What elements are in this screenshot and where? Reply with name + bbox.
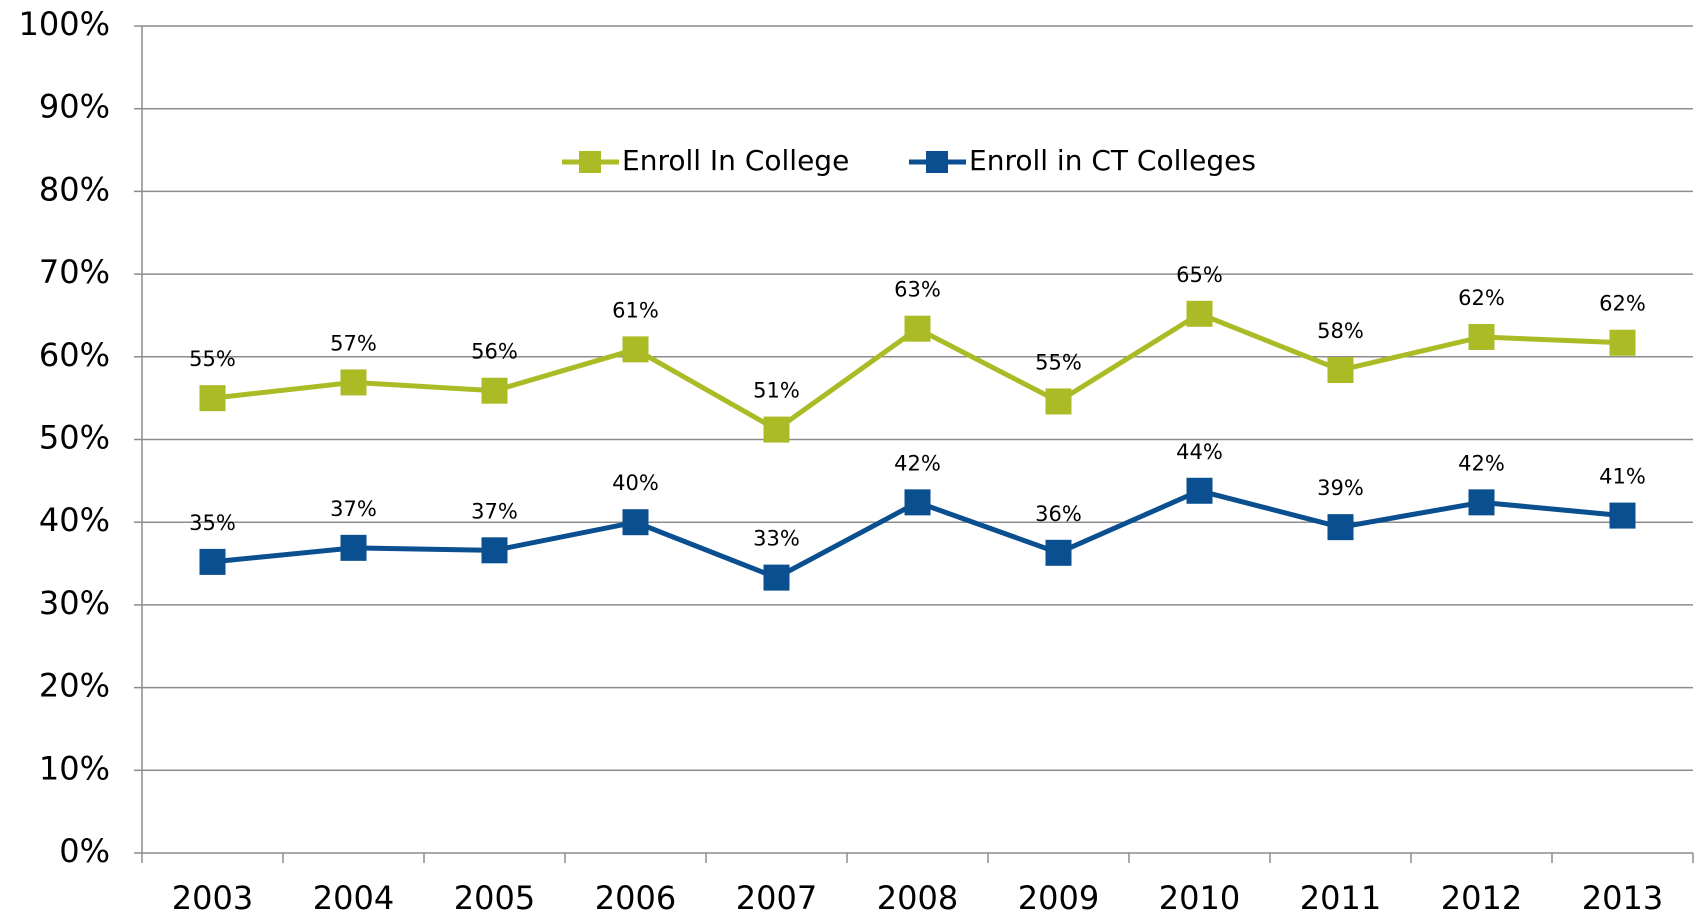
x-tick-label: 2004 — [313, 879, 394, 917]
data-label: 61% — [612, 298, 659, 322]
x-tick-label: 2010 — [1159, 879, 1240, 917]
data-label: 36% — [1035, 502, 1082, 526]
y-tick-label: 100% — [19, 5, 110, 43]
x-tick-label: 2009 — [1018, 879, 1099, 917]
x-tick-label: 2012 — [1441, 879, 1522, 917]
x-tick-label: 2007 — [736, 879, 817, 917]
y-tick-label: 60% — [39, 336, 110, 374]
x-tick-label: 2005 — [454, 879, 535, 917]
data-label: 41% — [1599, 465, 1646, 489]
marker — [1609, 502, 1636, 529]
data-label: 37% — [330, 497, 377, 521]
marker — [1045, 388, 1072, 415]
x-tick-label: 2008 — [877, 879, 958, 917]
marker — [340, 534, 367, 561]
marker — [199, 385, 226, 412]
data-label: 33% — [753, 527, 800, 551]
legend-marker — [579, 151, 601, 173]
x-tick-label: 2003 — [172, 879, 253, 917]
data-label: 55% — [189, 347, 236, 371]
data-label: 39% — [1317, 476, 1364, 500]
marker — [622, 336, 649, 363]
marker — [1327, 514, 1354, 541]
marker — [481, 537, 508, 564]
marker — [622, 509, 649, 536]
data-label: 44% — [1176, 440, 1223, 464]
x-tick-label: 2013 — [1582, 879, 1663, 917]
y-tick-label: 0% — [59, 832, 110, 870]
y-tick-label: 20% — [39, 667, 110, 705]
data-label: 37% — [471, 499, 518, 523]
data-label: 51% — [753, 379, 800, 403]
y-tick-label: 10% — [39, 749, 110, 787]
data-label: 42% — [1458, 451, 1505, 475]
data-label: 65% — [1176, 263, 1223, 287]
data-label: 62% — [1458, 286, 1505, 310]
marker — [1045, 539, 1072, 566]
y-tick-label: 70% — [39, 253, 110, 291]
data-label: 63% — [894, 278, 941, 302]
marker — [1186, 477, 1213, 504]
data-label: 35% — [189, 511, 236, 535]
data-label: 42% — [894, 451, 941, 475]
marker — [1468, 323, 1495, 350]
marker — [1327, 357, 1354, 384]
x-tick-label: 2011 — [1300, 879, 1381, 917]
y-tick-label: 40% — [39, 501, 110, 539]
marker — [481, 377, 508, 404]
legend-marker — [926, 151, 948, 173]
data-label: 57% — [330, 331, 377, 355]
marker — [199, 548, 226, 575]
marker — [1186, 300, 1213, 327]
y-tick-label: 30% — [39, 584, 110, 622]
data-label: 55% — [1035, 350, 1082, 374]
legend-label: Enroll In College — [622, 144, 849, 177]
legend-label: Enroll in CT Colleges — [969, 144, 1256, 177]
marker — [763, 564, 790, 591]
marker — [1468, 489, 1495, 516]
data-label: 56% — [471, 340, 518, 364]
marker — [1609, 329, 1636, 356]
y-tick-label: 50% — [39, 419, 110, 457]
data-label: 58% — [1317, 319, 1364, 343]
y-tick-label: 90% — [39, 88, 110, 126]
marker — [340, 369, 367, 396]
marker — [904, 315, 931, 342]
marker — [763, 416, 790, 443]
y-tick-label: 80% — [39, 170, 110, 208]
data-label: 40% — [612, 471, 659, 495]
x-tick-label: 2006 — [595, 879, 676, 917]
marker — [904, 489, 931, 516]
data-label: 62% — [1599, 292, 1646, 316]
